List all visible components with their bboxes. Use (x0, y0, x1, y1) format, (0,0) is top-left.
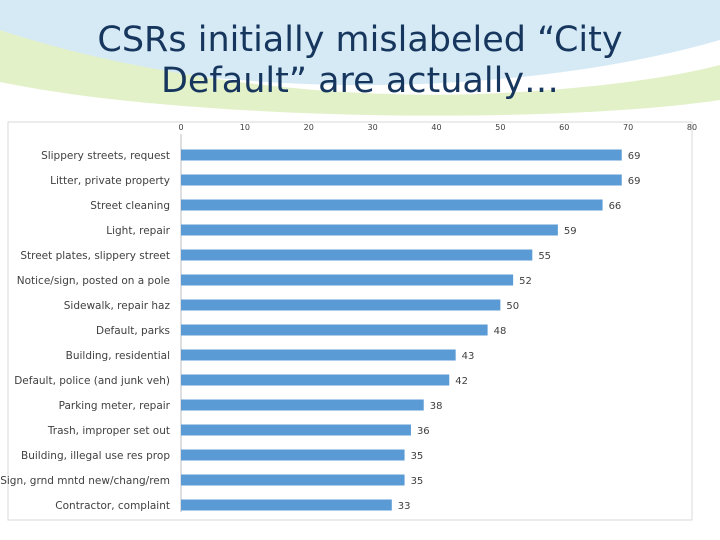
category-label: Default, parks (96, 325, 170, 337)
bar (181, 174, 622, 186)
bar-chart: 0 10 20 30 40 50 60 70 80 Slippery streets, reque… (0, 118, 720, 540)
x-tick-label: 70 (623, 123, 633, 132)
title-line-1: CSRs initially mislabeled “City (97, 20, 623, 60)
slide-title: CSRs initially mislabeled “City Default”… (0, 20, 720, 102)
category-label: Litter, private property (50, 175, 170, 187)
category-label: Street plates, slippery street (20, 250, 170, 262)
chart-frame (7, 121, 693, 521)
bar (181, 249, 533, 261)
bar (181, 449, 405, 461)
data-label: 38 (430, 401, 443, 412)
data-label: 48 (494, 326, 507, 337)
category-label: Trash, improper set out (47, 425, 170, 437)
data-label: 50 (506, 301, 519, 312)
category-label: Sidewalk, repair haz (64, 300, 171, 312)
category-label: Notice/sign, posted on a pole (17, 275, 170, 287)
x-tick-label: 10 (240, 123, 250, 132)
x-tick-label: 0 (178, 123, 183, 132)
data-label: 69 (628, 151, 641, 162)
category-label: Building, illegal use res prop (21, 450, 170, 462)
bar (181, 274, 514, 286)
data-label: 59 (564, 226, 577, 237)
bar (181, 224, 558, 236)
bar (181, 424, 411, 436)
bar-chart-svg: 0 10 20 30 40 50 60 70 80 Slippery streets, reque… (0, 121, 697, 521)
x-tick-label: 80 (687, 123, 697, 132)
header-green-wave (0, 30, 720, 116)
category-label: Light, repair (106, 225, 170, 237)
bar (181, 349, 456, 361)
header-blue-wave (0, 0, 720, 86)
data-label: 66 (609, 201, 622, 212)
data-label: 52 (519, 276, 532, 287)
x-tick-label: 40 (431, 123, 441, 132)
data-label: 69 (628, 176, 641, 187)
data-label: 33 (398, 501, 411, 512)
bar (181, 399, 424, 411)
category-label: Building, residential (66, 350, 170, 362)
bar (181, 499, 392, 511)
bar (181, 149, 622, 161)
slide-header: CSRs initially mislabeled “City Default”… (0, 0, 720, 120)
x-tick-label: 50 (495, 123, 505, 132)
x-tick-label: 20 (304, 123, 314, 132)
category-label: Sign, grnd mntd new/chang/rem (0, 475, 170, 487)
category-label: Contractor, complaint (55, 500, 170, 512)
title-line-2: Default” are actually… (160, 61, 560, 101)
data-label: 35 (411, 451, 424, 462)
data-label: 42 (455, 376, 468, 387)
data-label: 55 (538, 251, 551, 262)
bar (181, 199, 603, 211)
data-label: 36 (417, 426, 430, 437)
x-tick-label: 60 (559, 123, 569, 132)
bar (181, 299, 501, 311)
header-swoosh-graphic (0, 0, 720, 116)
bar (181, 324, 488, 336)
x-tick-label: 30 (368, 123, 378, 132)
bar (181, 374, 450, 386)
category-label: Street cleaning (90, 200, 170, 212)
category-label: Parking meter, repair (59, 400, 171, 412)
category-label: Slippery streets, request (41, 150, 170, 162)
category-label: Default, police (and junk veh) (14, 375, 170, 387)
bar (181, 474, 405, 486)
data-label: 35 (411, 476, 424, 487)
data-label: 43 (462, 351, 475, 362)
